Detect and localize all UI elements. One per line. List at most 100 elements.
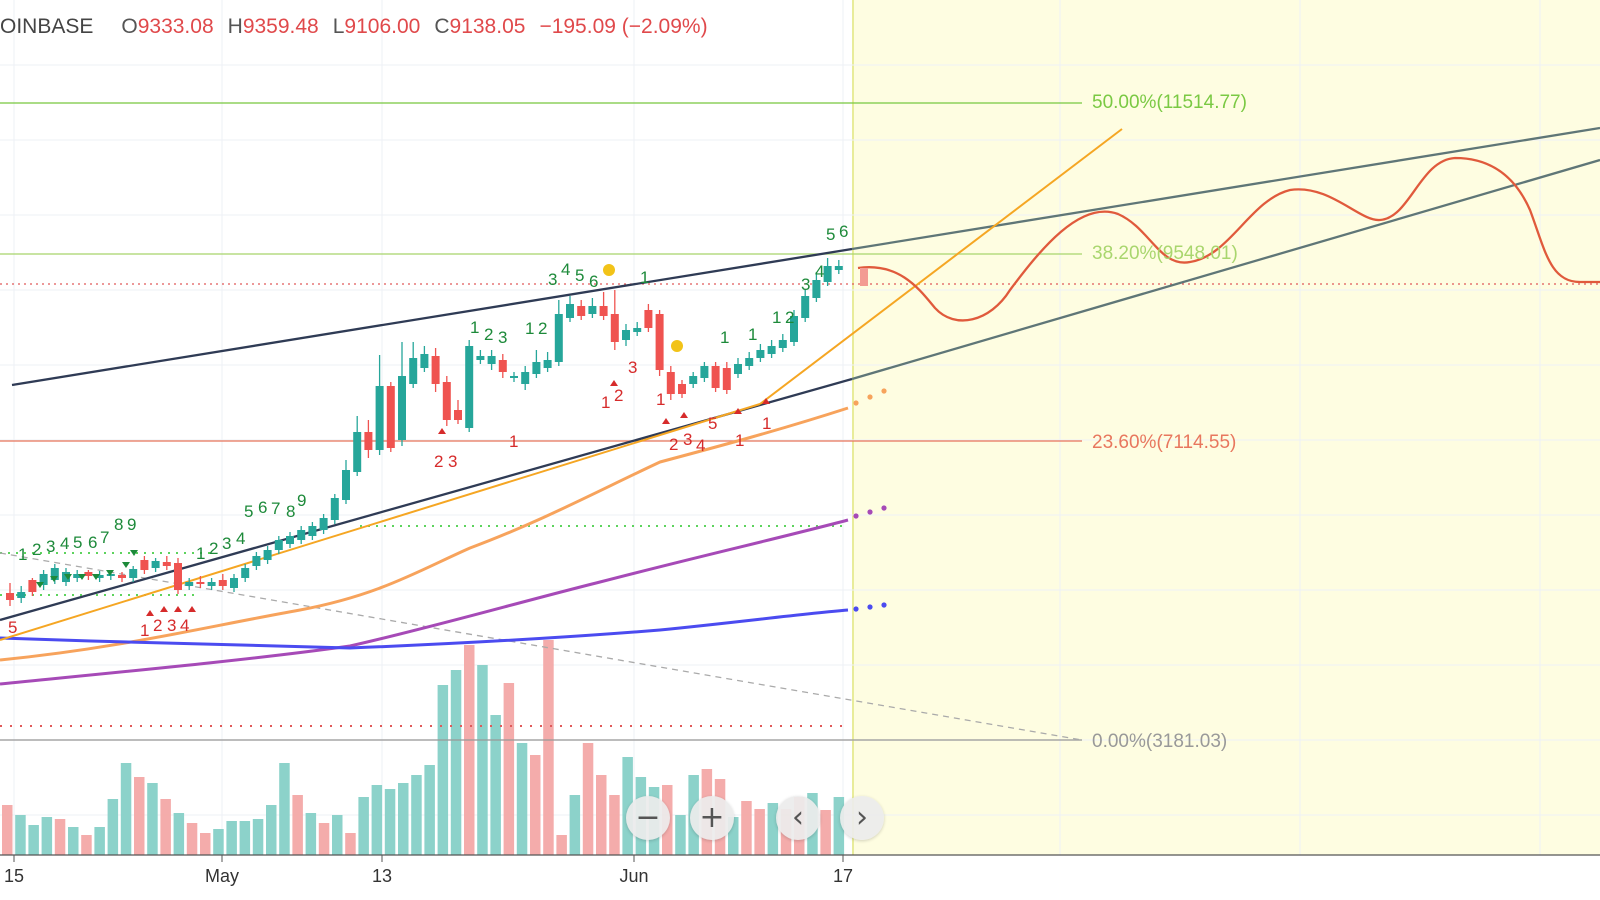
td-count-r16: 1 xyxy=(735,431,744,450)
volume-bar-28 xyxy=(371,785,383,855)
candle-body-45 xyxy=(510,376,518,378)
td-count-g1: 2 xyxy=(32,540,41,559)
candle-body-65 xyxy=(734,364,742,374)
volume-bar-29 xyxy=(384,789,396,855)
candle-body-23 xyxy=(263,550,272,560)
td-count-r2: 2 xyxy=(153,616,162,635)
td-count-g0: 1 xyxy=(18,545,27,564)
close-label: C xyxy=(434,15,450,38)
td-count-g18: 1 xyxy=(470,318,479,337)
td-count-r7: 1 xyxy=(509,432,518,451)
fib-label-38: 38.20%(9548.01) xyxy=(1092,243,1238,264)
volume-bar-42 xyxy=(556,835,567,855)
td-count-g8: 9 xyxy=(127,515,136,534)
volume-bar-15 xyxy=(200,833,211,855)
td-count-g21: 1 xyxy=(525,319,534,338)
candle-body-13 xyxy=(151,561,160,568)
ma-slow-line xyxy=(0,608,849,650)
symbol-name: OINBASE xyxy=(0,15,94,38)
candle-body-9 xyxy=(106,574,115,576)
td-count-g28: 1 xyxy=(720,328,729,347)
td-count-g15: 7 xyxy=(271,499,280,518)
candle-body-40 xyxy=(454,410,462,420)
x-tick-15: 15 xyxy=(3,866,25,886)
scroll-back-button[interactable]: ‹ xyxy=(776,796,820,840)
fib-diagonal xyxy=(0,552,1083,741)
td-marker-down-8 xyxy=(734,408,742,414)
td-marker-up-3 xyxy=(78,574,86,580)
volume-bar-62 xyxy=(820,810,831,855)
x-tick-may: May xyxy=(204,866,240,886)
td-count-r12: 2 xyxy=(669,435,678,454)
volume-bar-5 xyxy=(68,827,79,855)
volume-bar-32 xyxy=(424,765,435,855)
volume-bar-17 xyxy=(226,821,237,855)
x-tick-17: 17 xyxy=(832,866,854,886)
volume-bar-38 xyxy=(503,683,515,855)
volume-bar-11 xyxy=(147,783,158,855)
td-count-g20: 3 xyxy=(498,328,507,347)
volume-bar-44 xyxy=(582,743,594,855)
td-count-r6: 3 xyxy=(448,452,457,471)
volume-bar-16 xyxy=(213,829,224,855)
scroll-forward-button[interactable]: › xyxy=(840,796,884,840)
zoom-out-button[interactable]: − xyxy=(626,796,670,840)
td-marker-up-5 xyxy=(106,570,114,576)
candle-body-58 xyxy=(655,314,664,370)
zoom-in-button[interactable]: + xyxy=(690,796,734,840)
upper-trendline-projection xyxy=(851,126,1600,251)
candle-body-30 xyxy=(342,470,350,500)
volume-bar-37 xyxy=(490,715,501,855)
candle-body-55 xyxy=(622,330,630,340)
volume-bar-24 xyxy=(318,823,330,855)
ma-extension-dot-1 xyxy=(867,394,873,400)
td-count-r10: 3 xyxy=(628,358,637,377)
forming-candle xyxy=(860,268,868,286)
td-count-g35: 6 xyxy=(839,222,848,241)
candle-body-26 xyxy=(297,530,306,540)
ma-extension-dot-8 xyxy=(881,602,887,608)
td-count-g5: 6 xyxy=(88,533,97,552)
candle-body-71 xyxy=(801,296,810,318)
candle-body-10 xyxy=(118,575,126,578)
candle-body-46 xyxy=(521,372,530,384)
open-label: O xyxy=(121,15,138,38)
td-count-r13: 3 xyxy=(683,430,692,449)
td-count-r17: 1 xyxy=(762,414,771,433)
orange-projection-line xyxy=(759,128,1123,405)
projection-area xyxy=(853,0,1600,855)
signal-dot-2 xyxy=(671,340,683,352)
td-count-g34: 5 xyxy=(826,225,835,244)
fib-label-23: 23.60%(7114.55) xyxy=(1092,432,1237,453)
candle-body-52 xyxy=(588,306,597,314)
volume-bar-9 xyxy=(120,763,132,855)
candle-body-61 xyxy=(689,376,698,384)
low-label: L xyxy=(332,15,345,38)
candle-body-1 xyxy=(17,592,26,598)
volume-bar-39 xyxy=(516,743,528,855)
td-count-r4: 4 xyxy=(180,616,189,635)
td-count-r5: 2 xyxy=(434,452,443,471)
candle-body-3 xyxy=(39,574,48,585)
td-count-g26: 6 xyxy=(589,272,598,291)
candle-body-16 xyxy=(185,582,194,586)
td-count-r0: 5 xyxy=(8,618,17,637)
td-marker-down-1 xyxy=(160,606,168,612)
volume-bar-31 xyxy=(411,775,422,855)
volume-bar-55 xyxy=(728,817,739,855)
candle-body-57 xyxy=(644,310,653,328)
td-marker-down-6 xyxy=(662,418,670,424)
candle-body-15 xyxy=(174,563,182,590)
volume-bar-33 xyxy=(437,685,449,855)
candle-body-18 xyxy=(207,582,216,586)
ma-fast-line xyxy=(0,406,849,662)
td-count-g16: 8 xyxy=(286,502,295,521)
volume-bar-12 xyxy=(160,799,171,855)
td-count-g14: 6 xyxy=(258,498,267,517)
lower-trendline-projection xyxy=(851,158,1600,381)
candle-body-8 xyxy=(95,575,104,578)
candles xyxy=(6,258,868,606)
volume-bar-0 xyxy=(2,805,13,855)
